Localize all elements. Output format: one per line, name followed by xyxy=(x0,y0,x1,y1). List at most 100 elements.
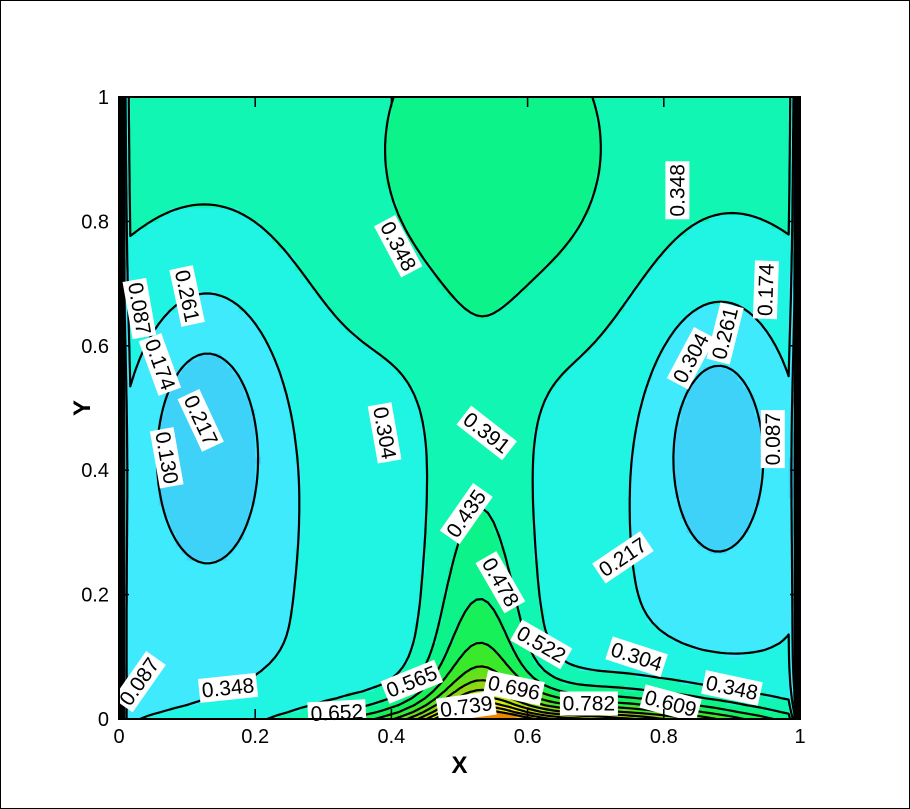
field-cell xyxy=(164,587,171,596)
field-cell xyxy=(294,511,302,520)
field-cell xyxy=(675,477,682,485)
field-cell xyxy=(255,539,262,547)
field-cell xyxy=(130,566,137,575)
field-cell xyxy=(680,463,688,471)
field-cell xyxy=(334,532,341,540)
field-cell xyxy=(198,712,205,719)
field-cell xyxy=(187,691,194,699)
field-cell xyxy=(754,587,761,596)
field-cell xyxy=(204,490,211,499)
field-cell xyxy=(294,560,302,568)
field-cell xyxy=(567,580,574,589)
field-cell xyxy=(618,587,625,596)
field-cell xyxy=(453,442,461,451)
field-cell xyxy=(538,677,546,686)
field-cell xyxy=(175,525,183,533)
field-cell xyxy=(499,663,506,672)
field-cell xyxy=(255,677,262,686)
field-cell xyxy=(658,573,665,582)
field-cell xyxy=(175,656,183,665)
field-cell xyxy=(397,435,404,444)
field-cell xyxy=(323,587,330,596)
field-cell xyxy=(436,560,444,568)
field-cell xyxy=(720,587,727,596)
field-cell xyxy=(351,636,358,644)
field-cell xyxy=(675,553,682,561)
field-cell xyxy=(181,463,188,471)
field-cell xyxy=(658,539,665,547)
field-cell xyxy=(675,580,682,589)
field-cell xyxy=(680,539,688,547)
field-cell xyxy=(306,435,313,444)
field-cell xyxy=(249,698,256,706)
field-cell xyxy=(680,615,688,623)
field-cell xyxy=(612,511,619,520)
field-cell xyxy=(357,573,364,582)
field-cell xyxy=(255,629,262,637)
field-cell xyxy=(363,580,370,589)
field-cell xyxy=(465,601,472,610)
field-cell xyxy=(533,511,540,520)
field-cell xyxy=(158,511,165,520)
field-cell xyxy=(363,497,370,506)
field-cell xyxy=(720,636,727,644)
field-cell xyxy=(425,470,432,478)
field-cell xyxy=(306,525,313,533)
field-cell xyxy=(754,525,761,533)
field-cell xyxy=(675,608,682,616)
field-cell xyxy=(590,504,597,513)
field-cell xyxy=(731,566,739,575)
field-cell xyxy=(311,449,319,457)
field-cell xyxy=(294,677,302,686)
field-cell xyxy=(181,601,188,610)
field-cell xyxy=(226,670,234,679)
field-cell xyxy=(765,622,773,630)
field-cell xyxy=(550,705,557,713)
field-cell xyxy=(419,504,427,513)
field-cell xyxy=(754,705,761,713)
field-cell xyxy=(436,470,444,478)
field-cell xyxy=(272,705,279,713)
field-cell xyxy=(607,504,614,513)
field-cell xyxy=(130,504,137,513)
field-cell xyxy=(726,435,733,444)
field-cell xyxy=(510,484,517,492)
field-cell xyxy=(459,553,466,561)
field-cell xyxy=(675,684,682,692)
field-cell xyxy=(448,656,455,665)
field-cell xyxy=(289,566,296,575)
field-cell xyxy=(504,456,512,464)
field-cell xyxy=(675,573,682,582)
field-cell xyxy=(226,532,234,540)
field-cell xyxy=(607,532,614,540)
field-cell xyxy=(777,622,784,630)
field-cell xyxy=(136,553,143,561)
field-cell xyxy=(436,553,444,561)
field-cell xyxy=(760,477,767,485)
field-cell xyxy=(363,532,370,540)
field-cell xyxy=(289,553,296,561)
field-cell xyxy=(595,656,602,665)
field-cell xyxy=(743,463,750,471)
field-cell xyxy=(317,532,324,540)
field-cell xyxy=(624,580,631,589)
field-cell xyxy=(635,484,642,492)
field-cell xyxy=(238,594,245,603)
field-cell xyxy=(720,566,727,575)
field-cell xyxy=(618,601,625,610)
field-cell xyxy=(283,435,290,444)
field-cell xyxy=(340,663,347,672)
field-cell xyxy=(260,525,268,533)
field-cell xyxy=(272,636,279,644)
field-cell xyxy=(351,642,358,651)
field-cell xyxy=(459,677,466,686)
field-cell xyxy=(391,525,398,533)
field-cell xyxy=(504,484,512,492)
field-cell xyxy=(624,435,631,444)
field-cell xyxy=(311,629,319,637)
field-cell xyxy=(635,684,642,692)
field-cell xyxy=(703,560,710,568)
field-cell xyxy=(419,490,427,499)
field-cell xyxy=(260,566,268,575)
field-cell xyxy=(283,580,290,589)
